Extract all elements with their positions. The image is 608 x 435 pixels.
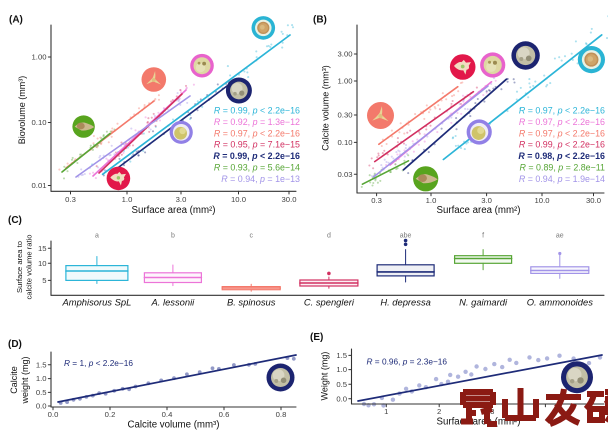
svg-text:0.0: 0.0 [36, 402, 47, 411]
svg-text:R = 0.97, p < 2.2e−16: R = 0.97, p < 2.2e−16 [214, 128, 300, 138]
svg-text:1.00: 1.00 [338, 77, 353, 86]
svg-text:0.5: 0.5 [336, 380, 347, 389]
svg-text:Surface area (mm²): Surface area (mm²) [132, 205, 216, 216]
svg-text:weight (mg): weight (mg) [20, 356, 30, 404]
svg-text:R = 1, p < 2.2e−16: R = 1, p < 2.2e−16 [64, 358, 133, 368]
svg-text:1.0: 1.0 [426, 196, 437, 205]
svg-text:10: 10 [38, 259, 47, 268]
svg-text:Surface area to: Surface area to [15, 241, 24, 293]
svg-text:(A): (A) [9, 15, 23, 26]
svg-text:d: d [327, 233, 331, 240]
svg-text:Calcite volume (mm³): Calcite volume (mm³) [321, 65, 331, 151]
svg-text:1.0: 1.0 [36, 374, 47, 383]
svg-text:1.0: 1.0 [336, 365, 347, 374]
svg-text:(B): (B) [313, 15, 327, 26]
svg-text:R = 0.89, p = 2.8e−11: R = 0.89, p = 2.8e−11 [520, 163, 606, 173]
svg-text:R = 0.98, p < 2.2e−16: R = 0.98, p < 2.2e−16 [518, 151, 605, 161]
svg-text:10.0: 10.0 [535, 196, 550, 205]
svg-text:0.30: 0.30 [338, 111, 353, 120]
svg-text:R = 0.92, p = 1.3e−12: R = 0.92, p = 1.3e−12 [214, 117, 300, 127]
svg-text:1: 1 [384, 407, 388, 416]
svg-text:R = 0.94, p = 1e−13: R = 0.94, p = 1e−13 [221, 174, 300, 184]
svg-text:a: a [95, 233, 99, 240]
svg-text:2: 2 [437, 407, 441, 416]
svg-text:N. gaimardi: N. gaimardi [459, 297, 508, 308]
svg-text:ae: ae [556, 233, 564, 240]
svg-text:0.01: 0.01 [32, 181, 47, 190]
svg-text:b: b [171, 233, 175, 240]
svg-text:C. spengleri: C. spengleri [304, 297, 355, 308]
svg-text:0.03: 0.03 [338, 170, 353, 179]
svg-text:R = 0.97, p < 2.2e−16: R = 0.97, p < 2.2e−16 [519, 117, 605, 127]
svg-text:0.10: 0.10 [32, 118, 47, 127]
svg-text:Biovolume (mm³): Biovolume (mm³) [17, 76, 27, 145]
svg-text:R = 0.99, p < 2.2e−16: R = 0.99, p < 2.2e−16 [213, 151, 300, 161]
svg-text:10.0: 10.0 [231, 195, 246, 204]
svg-text:R = 0.99, p < 2.2e−16: R = 0.99, p < 2.2e−16 [214, 106, 300, 116]
svg-text:R = 0.96, p = 2.3e−16: R = 0.96, p = 2.3e−16 [367, 357, 448, 367]
svg-text:0.8: 0.8 [276, 410, 287, 419]
svg-text:Calcite volume (mm³): Calcite volume (mm³) [127, 420, 219, 431]
svg-text:R = 0.97, p < 2.2e−16: R = 0.97, p < 2.2e−16 [519, 128, 605, 138]
svg-text:B. spinosus: B. spinosus [227, 297, 276, 308]
svg-text:0.5: 0.5 [36, 388, 47, 397]
svg-text:R = 0.97, p < 2.2e−16: R = 0.97, p < 2.2e−16 [519, 106, 605, 116]
svg-text:O. ammonoides: O. ammonoides [527, 297, 593, 308]
svg-text:c: c [249, 233, 253, 240]
svg-text:Amphisorus SpL: Amphisorus SpL [62, 297, 132, 308]
svg-text:1.5: 1.5 [36, 360, 47, 369]
svg-text:0.4: 0.4 [162, 410, 173, 419]
svg-text:R = 0.93, p = 5.6e−14: R = 0.93, p = 5.6e−14 [214, 163, 300, 173]
svg-text:Calcite: Calcite [9, 366, 19, 394]
svg-text:(E): (E) [310, 332, 323, 343]
svg-text:Surface area (mm²): Surface area (mm²) [437, 205, 521, 216]
svg-text:0.0: 0.0 [336, 394, 347, 403]
svg-text:1.00: 1.00 [32, 53, 47, 62]
svg-text:A. lessonii: A. lessonii [151, 297, 196, 308]
svg-text:30.0: 30.0 [282, 195, 297, 204]
svg-text:(D): (D) [8, 339, 22, 350]
svg-text:Weight (mg): Weight (mg) [320, 352, 330, 401]
svg-text:3.0: 3.0 [176, 195, 187, 204]
svg-text:R = 0.95, p = 7.1e−15: R = 0.95, p = 7.1e−15 [214, 140, 300, 150]
svg-text:0.0: 0.0 [48, 410, 59, 419]
svg-text:30.0: 30.0 [586, 196, 601, 205]
svg-text:0.10: 0.10 [338, 138, 353, 147]
svg-text:R = 0.94, p = 1.9e−14: R = 0.94, p = 1.9e−14 [519, 174, 605, 184]
svg-text:0.3: 0.3 [371, 196, 382, 205]
svg-text:R = 0.99, p < 2.2e−16: R = 0.99, p < 2.2e−16 [519, 140, 605, 150]
svg-text:calcite volume ratio: calcite volume ratio [25, 235, 34, 300]
svg-text:15: 15 [38, 244, 47, 253]
svg-text:f: f [482, 233, 484, 240]
svg-text:Surface area (mm²): Surface area (mm²) [437, 417, 521, 428]
svg-text:1.5: 1.5 [336, 351, 347, 360]
svg-text:3.0: 3.0 [481, 196, 492, 205]
svg-text:abe: abe [400, 233, 412, 240]
svg-text:5: 5 [42, 276, 46, 285]
svg-text:0.6: 0.6 [219, 410, 230, 419]
svg-text:1.0: 1.0 [122, 195, 133, 204]
svg-text:H. depressa: H. depressa [380, 297, 431, 308]
svg-text:0.3: 0.3 [65, 195, 76, 204]
svg-text:0.2: 0.2 [105, 410, 116, 419]
svg-text:(C): (C) [8, 215, 22, 226]
svg-text:3.00: 3.00 [338, 50, 353, 59]
